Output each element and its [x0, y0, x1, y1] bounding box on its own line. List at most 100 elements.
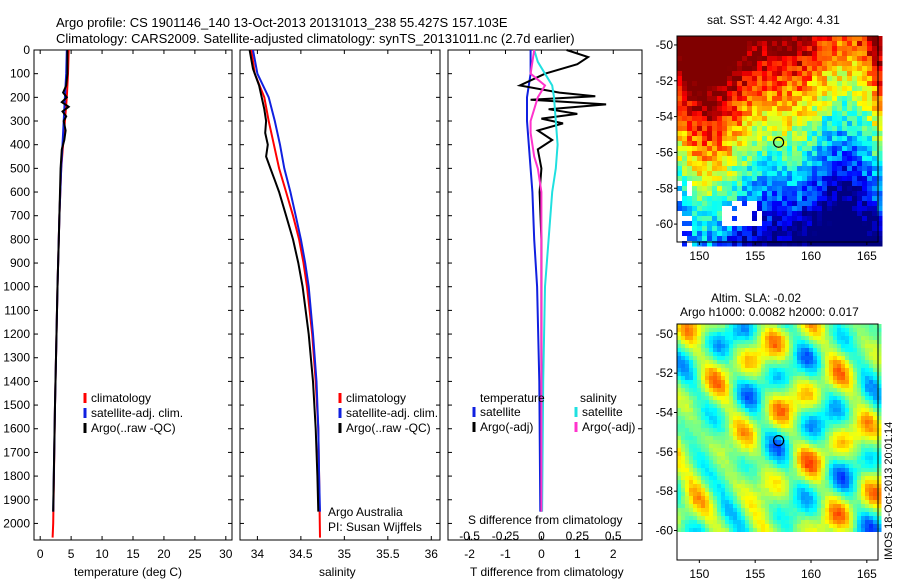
x-tick-label: 34.5 [289, 547, 313, 561]
x-tick-label: 5 [68, 547, 75, 561]
map-y-tick-label: -50 [656, 327, 674, 341]
y-tick-label: 700 [10, 209, 30, 223]
y-tick-label: 1900 [3, 493, 30, 507]
temperature-panel: 0100200300400500600700800900100011001200… [3, 43, 233, 561]
x-tick-label: 35 [338, 547, 352, 561]
map-frame [676, 323, 879, 561]
x-tick-label: 36 [425, 547, 439, 561]
legend-label: Argo(-adj) [582, 420, 635, 434]
y-tick-label: 1300 [3, 351, 30, 365]
y-tick-label: 900 [10, 256, 30, 270]
map-y-tick-label: -52 [656, 74, 674, 88]
legend-title-temperature: temperature [480, 391, 545, 405]
x-tick-label: 34 [251, 547, 265, 561]
map-x-tick-label: 150 [689, 249, 709, 263]
y-tick-label: 300 [10, 114, 30, 128]
map-x-tick-label: 165 [857, 249, 877, 263]
y-tick-label: 500 [10, 161, 30, 175]
map-y-tick-label: -56 [656, 445, 674, 459]
legend-label: satellite-adj. clim. [91, 406, 183, 420]
x-tick-label: 20 [157, 547, 171, 561]
legend-label: climatology [91, 391, 151, 405]
y-tick-label: 1500 [3, 398, 30, 412]
y-tick-label: 200 [10, 90, 30, 104]
map-x-tick-label: 155 [745, 249, 765, 263]
y-tick-label: 400 [10, 138, 30, 152]
series-line-argo-raw-qc- [248, 49, 320, 512]
temperature-xlabel: temperature (deg C) [74, 565, 182, 579]
salinity-xlabel: salinity [319, 565, 356, 579]
pi-text: PI: Susan Wijffels [328, 520, 422, 534]
x-tick-label: 0 [37, 547, 44, 561]
y-tick-label: 1700 [3, 445, 30, 459]
y-tick-label: 1400 [3, 374, 30, 388]
y-tick-label: 0 [23, 43, 30, 57]
title-line-1: Argo profile: CS 1901146_140 13-Oct-2013… [56, 15, 508, 30]
map-y-tick-label: -60 [656, 524, 674, 538]
s-diff-tick-label: 0 [538, 529, 545, 543]
x-tick-label: -1 [500, 547, 511, 561]
s-diff-tick-label: 0.5 [605, 529, 622, 543]
map-x-tick-label: 160 [801, 249, 821, 263]
axes-frame [33, 49, 233, 541]
map-y-tick-label: -60 [656, 217, 674, 231]
series-line-argo-raw-qc- [52, 50, 71, 512]
y-tick-label: 100 [10, 67, 30, 81]
y-tick-label: 1200 [3, 327, 30, 341]
x-tick-label: 30 [219, 547, 233, 561]
series-line-salinity-argo-adj- [529, 49, 547, 512]
map-y-tick-label: -58 [656, 484, 674, 498]
x-tick-label: -2 [464, 547, 475, 561]
map-x-tick-label: 160 [801, 567, 821, 580]
y-tick-label: 1100 [4, 303, 30, 317]
argo-australia-text: Argo Australia [328, 505, 403, 519]
x-tick-label: 25 [188, 547, 202, 561]
legend-label: satellite [480, 405, 521, 419]
legend-label: Argo(-adj) [480, 420, 533, 434]
legend-label: climatology [346, 391, 406, 405]
map-y-tick-label: -54 [656, 406, 674, 420]
x-tick-label: 15 [126, 547, 140, 561]
map-frame [676, 35, 879, 243]
map-cells [677, 36, 883, 247]
y-tick-label: 1000 [3, 280, 30, 294]
y-tick-label: 600 [10, 185, 30, 199]
x-tick-label: 0 [538, 547, 545, 561]
map-y-tick-label: -50 [656, 38, 674, 52]
x-tick-label: 1 [574, 547, 581, 561]
argo-position-marker [773, 435, 785, 447]
legend-title-salinity: salinity [580, 391, 617, 405]
x-tick-label: 35.5 [376, 547, 400, 561]
map-y-tick-label: -56 [656, 145, 674, 159]
map-y-tick-label: -52 [656, 366, 674, 380]
s-diff-tick-label: -0.25 [492, 529, 520, 543]
s-diff-tick-label: 0.25 [566, 529, 590, 543]
s-diff-tick-label: -0.5 [459, 529, 480, 543]
map-y-tick-label: -54 [656, 110, 674, 124]
series-line-temperature-satellite [526, 50, 542, 512]
sst-title: sat. SST: 4.42 Argo: 4.31 [707, 13, 840, 27]
sla-map-panel: -50 -52 -54 -56 -58 -60 150 155 160 165 [656, 323, 882, 580]
map-y-tick-label: -58 [656, 181, 674, 195]
sst-map-panel: -50 -52 -54 -56 -58 -60 150 155 160 165 [656, 35, 883, 263]
salinity-panel: 34 34.5 35 35.5 36 climatologysatellite-adj. … [239, 49, 441, 561]
sla-subtitle: Argo h1000: 0.0082 h2000: 0.017 [680, 305, 859, 319]
y-tick-label: 2000 [3, 516, 30, 530]
title-line-2: Climatology: CARS2009. Satellite-adjuste… [56, 31, 575, 46]
x-tick-label: 2 [610, 547, 617, 561]
legend-label: Argo(..raw -QC) [346, 421, 431, 435]
y-tick-label: 800 [10, 232, 30, 246]
legend-label: Argo(..raw -QC) [91, 421, 176, 435]
series-line-salinity-satellite [533, 49, 559, 512]
legend-label: satellite-adj. clim. [346, 406, 438, 420]
argo-position-marker [773, 136, 785, 148]
map-x-tick-label: 155 [745, 567, 765, 580]
map-cells [677, 324, 882, 561]
legend-label: satellite [582, 405, 623, 419]
y-tick-label: 1800 [3, 469, 30, 483]
imos-timestamp: IMOS 18-Oct-2013 20:01:14 [883, 422, 895, 560]
x-tick-label: 10 [95, 547, 109, 561]
map-x-tick-label: 150 [689, 567, 709, 580]
axes-frame [239, 49, 441, 541]
